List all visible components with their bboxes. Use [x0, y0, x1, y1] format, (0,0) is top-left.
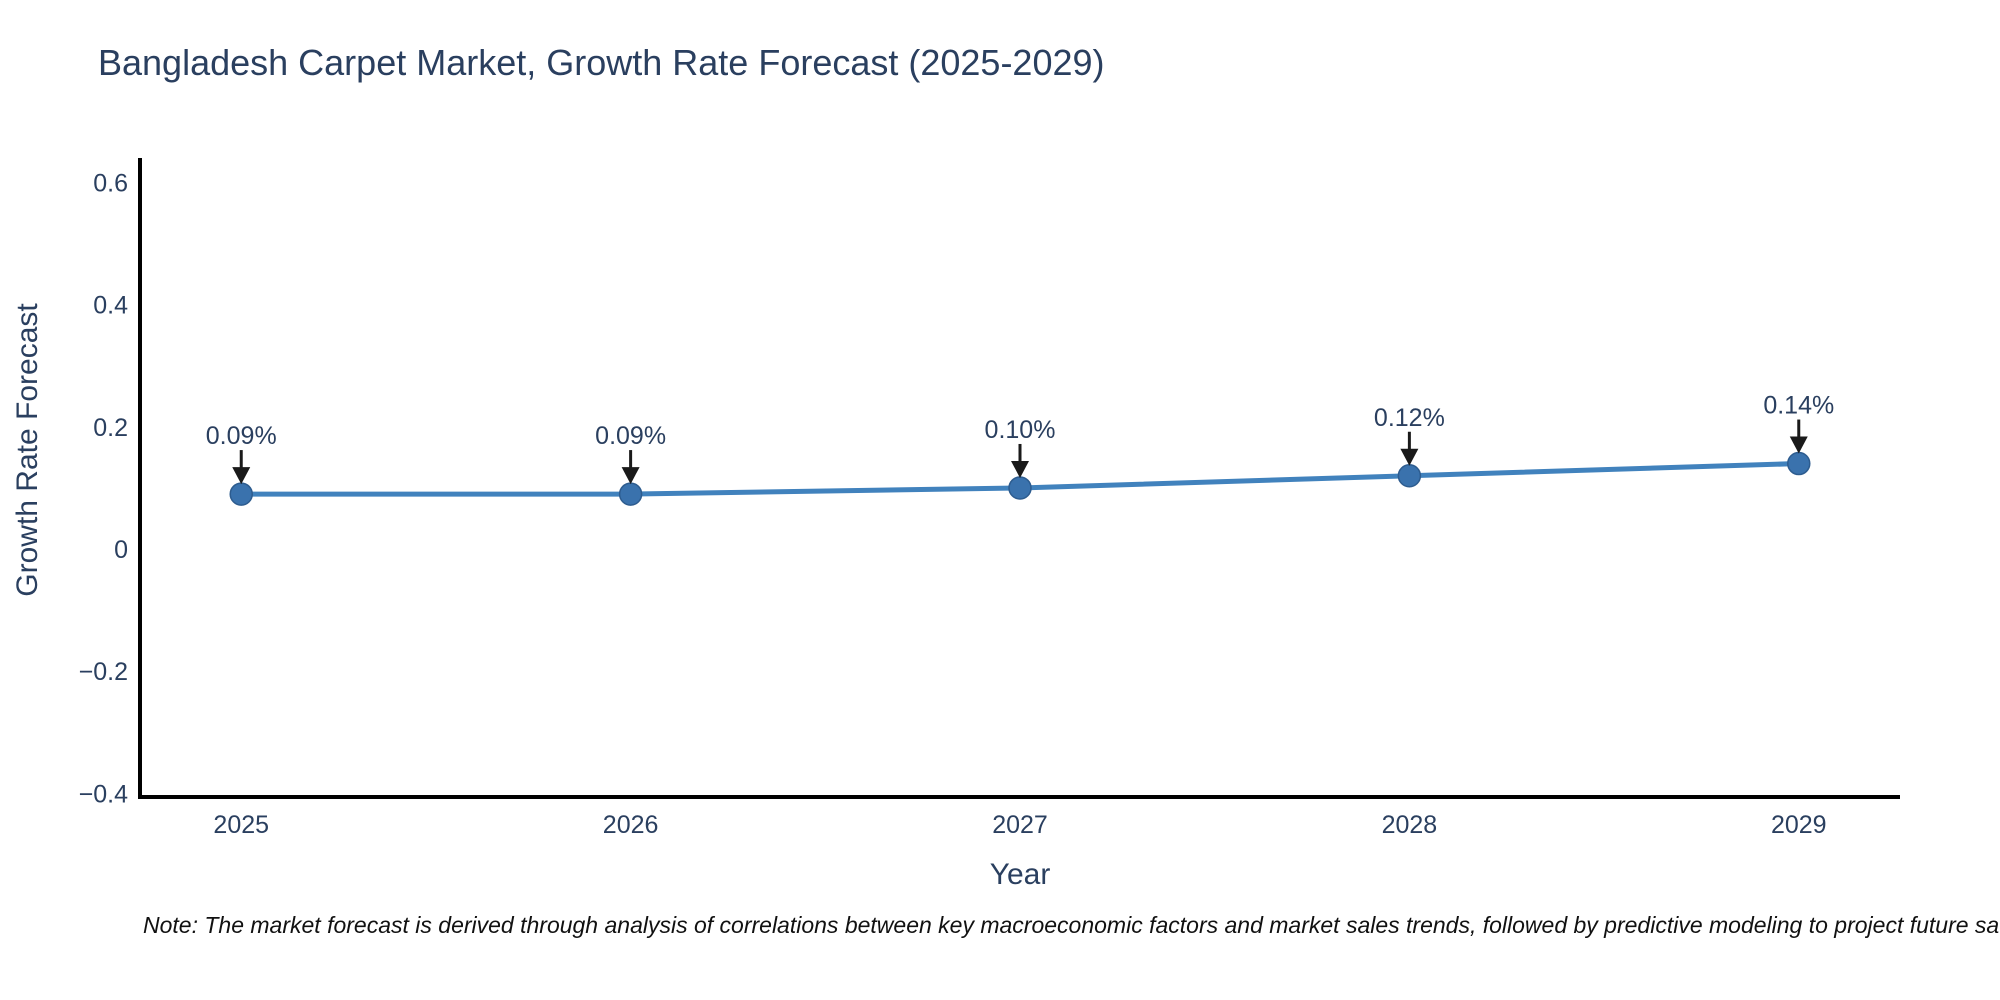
plot-generated-content: −0.4 −0.2 0 0.2 0.4 0.6 2025 2026 2027 2028 2029 0.… [79, 170, 1835, 839]
point-annotation: 0.09% [206, 422, 277, 450]
y-tick-label: 0 [114, 536, 128, 564]
chart-title: Bangladesh Carpet Market, Growth Rate Fo… [98, 42, 1105, 83]
data-point-marker [229, 482, 253, 506]
x-axis-title: Year [990, 858, 1051, 891]
x-tick-label: 2025 [213, 811, 269, 839]
x-tick-label: 2029 [1771, 811, 1827, 839]
annotation-arrowhead [1400, 448, 1419, 466]
data-point-marker [1008, 476, 1032, 500]
annotation-arrowhead [232, 467, 251, 485]
x-tick-label: 2027 [992, 811, 1048, 839]
x-tick-label: 2026 [603, 811, 659, 839]
data-point-marker [1397, 464, 1422, 488]
y-tick-label: 0.6 [93, 170, 128, 198]
annotation-arrowhead [1789, 436, 1808, 454]
data-point-marker [618, 482, 643, 506]
y-tick-label: 0.4 [93, 292, 128, 320]
point-annotation: 0.14% [1763, 392, 1834, 420]
point-annotation: 0.09% [595, 422, 666, 450]
footnote: Note: The market forecast is derived thr… [143, 912, 2000, 938]
point-annotation: 0.12% [1374, 404, 1445, 432]
point-annotation: 0.10% [985, 416, 1056, 444]
y-tick-label: 0.2 [93, 414, 128, 442]
y-axis-title: Growth Rate Forecast [11, 303, 44, 597]
data-point-marker [1787, 451, 1811, 476]
x-tick-label: 2028 [1382, 811, 1438, 839]
y-tick-label: −0.2 [79, 658, 128, 686]
y-tick-label: −0.4 [79, 780, 128, 808]
annotation-arrowhead [1011, 460, 1029, 478]
annotation-arrowhead [621, 467, 640, 485]
